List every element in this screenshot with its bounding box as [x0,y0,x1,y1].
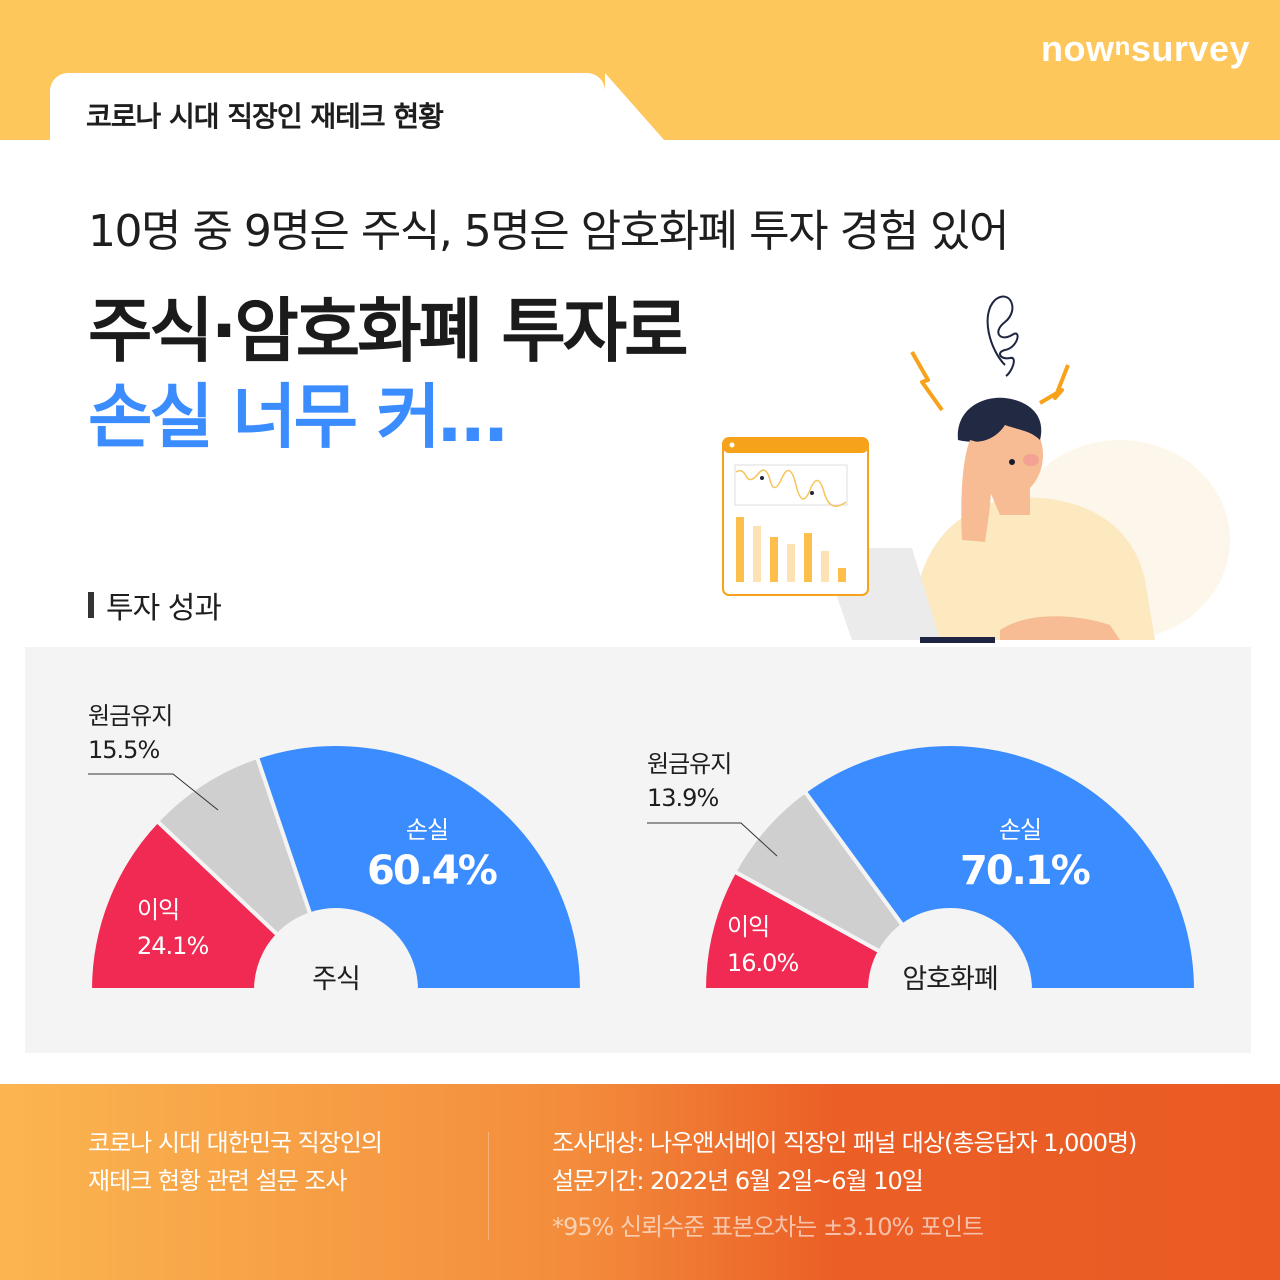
crypto-hold-label: 원금유지 13.9% [647,750,732,812]
stock-chart [87,742,585,992]
chart-panel: 원금유지 15.5% 이익 24.1% 손실 60.4% 주식 원금유지 13.… [25,647,1251,1053]
survey-target: 조사대상: 나우앤서베이 직장인 패널 대상(총응답자 1,000명) [552,1129,1137,1157]
stressed-investor-illustration [722,295,1230,643]
footer: 코로나 시대 대한민국 직장인의 재테크 현황 관련 설문 조사 조사대상: 나… [0,1084,1280,1280]
leader-line [647,822,778,857]
stock-hold-label: 원금유지 15.5% [88,702,173,764]
lightning-icon [910,351,944,412]
section-title: 투자 성과 [88,583,222,627]
footer-divider [488,1132,489,1240]
subheadline: 10명 중 9명은 주식, 5명은 암호화폐 투자 경험 있어 [88,206,1010,257]
crypto-chart-title: 암호화폐 [902,964,998,995]
stock-chart-window [722,437,869,596]
survey-period: 설문기간: 2022년 6월 2일~6월 10일 [552,1167,924,1195]
section-bar-icon [88,592,94,618]
headline-line-2: 손실 너무 커… [88,376,508,458]
crypto-profit-label: 이익 16.0% [727,913,799,977]
brand-logo: nownsurvey [1041,28,1250,69]
section-title-text: 투자 성과 [106,591,222,626]
survey-details: 조사대상: 나우앤서베이 직장인 패널 대상(총응답자 1,000명) 설문기간… [552,1124,1137,1246]
scribble-icon [986,295,1019,377]
survey-margin-note: *95% 신뢰수준 표본오차는 ±3.10% 포인트 [552,1213,984,1241]
leader-line [88,773,219,811]
headline: 주식·암호화폐 투자로 손실 너무 커… [88,288,689,460]
chart-segment-손실 [254,742,585,992]
header-tab: 코로나 시대 직장인 재테크 현황 [50,73,665,141]
lightning-icon [1038,364,1070,405]
survey-title: 코로나 시대 대한민국 직장인의 재테크 현황 관련 설문 조사 [88,1129,383,1195]
chart-segment-손실 [801,742,1199,992]
hair [957,397,1042,442]
header-title: 코로나 시대 직장인 재테크 현황 [86,100,444,133]
crypto-loss-label: 손실 70.1% [960,816,1091,894]
half-donut-charts [87,742,1199,992]
crypto-chart [701,742,1199,992]
stock-loss-label: 손실 60.4% [367,816,498,894]
stock-profit-label: 이익 24.1% [137,896,209,960]
stock-chart-title: 주식 [312,964,361,995]
headline-line-1: 주식·암호화폐 투자로 [88,290,689,372]
chart-segment-이익 [87,818,281,992]
